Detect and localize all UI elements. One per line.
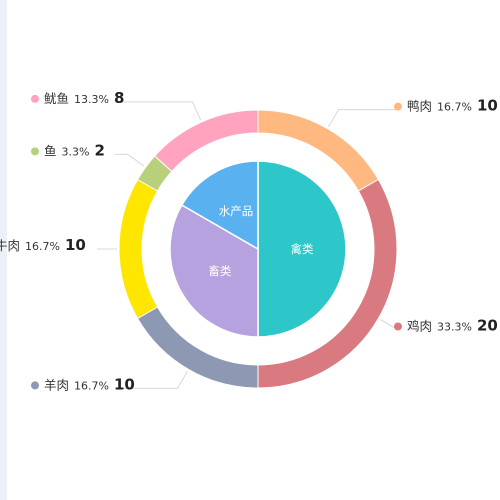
label-value: 10 [477, 97, 498, 115]
inner-slice-1[interactable] [169, 203, 259, 338]
label-percent: 13.3% [74, 93, 109, 106]
label-value: 10 [114, 375, 135, 393]
leader-line-2 [115, 370, 188, 389]
outer-label-5: 鱿鱼 13.3% 8 [31, 89, 124, 107]
label-name: 鱿鱼 [44, 91, 69, 106]
outer-slice-5[interactable] [153, 109, 259, 173]
inner-label-1: 畜类 [208, 264, 231, 278]
left-edge-strip [0, 0, 7, 500]
label-text-1: 鸡肉 33.3% 20 [407, 317, 498, 335]
outer-label-4: 鱼 3.3% 2 [31, 141, 105, 159]
inner-slice-2[interactable] [180, 160, 259, 251]
outer-ring [118, 109, 398, 389]
label-text-4: 鱼 3.3% 2 [44, 141, 105, 159]
label-name: 鸡肉 [407, 319, 432, 334]
label-percent: 33.3% [437, 321, 472, 334]
label-percent: 16.7% [437, 101, 472, 114]
inner-slice-0[interactable] [257, 160, 347, 338]
label-text-0: 鸭肉 16.7% 10 [407, 97, 498, 115]
legend-dot-4 [31, 147, 39, 156]
label-text-3: 牛肉 16.7% 10 [0, 236, 86, 254]
leader-line-5 [115, 101, 202, 121]
leader-line-0 [328, 109, 400, 128]
legend-dot-0 [394, 102, 402, 111]
legend-dot-5 [31, 94, 39, 103]
outer-labels: 鸭肉 16.7% 10 鸡肉 33.3% 20 羊肉 16.7% 10 牛肉 16.7% 10 鱼 3.3… [0, 89, 498, 394]
inner-label-0: 禽类 [291, 242, 314, 256]
label-name: 鸭肉 [407, 99, 432, 114]
label-text-5: 鱿鱼 13.3% 8 [44, 89, 124, 107]
outer-label-3: 牛肉 16.7% 10 [0, 236, 86, 254]
label-text-2: 羊肉 16.7% 10 [44, 375, 135, 393]
label-value: 20 [477, 317, 498, 335]
legend-dot-1 [394, 322, 402, 331]
label-value: 8 [114, 89, 124, 107]
label-percent: 16.7% [74, 379, 109, 392]
legend-dot-2 [31, 381, 39, 390]
label-name: 羊肉 [44, 377, 69, 392]
label-value: 2 [94, 141, 104, 159]
label-percent: 3.3% [62, 145, 90, 158]
inner-label-2: 水产品 [219, 204, 254, 218]
outer-label-0: 鸭肉 16.7% 10 [394, 97, 498, 115]
label-name: 鱼 [44, 143, 57, 158]
label-name: 牛肉 [0, 238, 20, 253]
label-percent: 16.7% [25, 240, 60, 253]
outer-slice-3[interactable] [118, 178, 159, 320]
label-value: 10 [65, 236, 86, 254]
outer-label-2: 羊肉 16.7% 10 [31, 375, 135, 393]
outer-label-1: 鸡肉 33.3% 20 [394, 317, 498, 335]
leader-line-4 [115, 153, 145, 167]
